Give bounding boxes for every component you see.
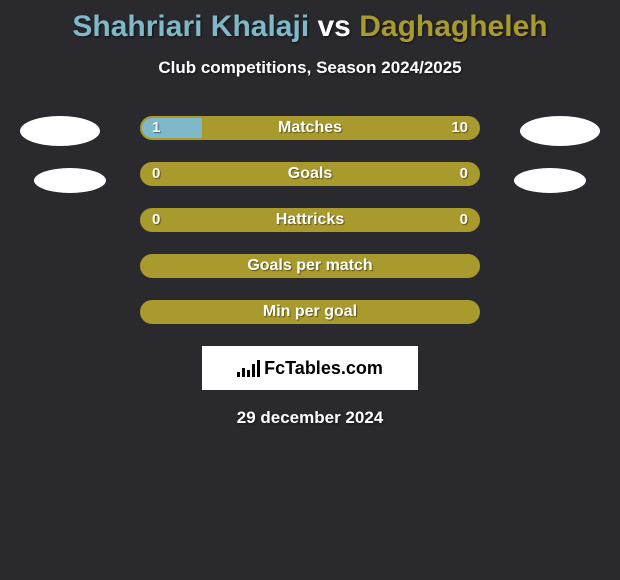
stats-bars: 110Matches 00Goals 00Hattricks Goals per ma… bbox=[140, 116, 480, 324]
logo: FcTables.com bbox=[237, 358, 383, 379]
player2-name: Daghagheleh bbox=[359, 10, 547, 43]
vs-word: vs bbox=[318, 10, 351, 43]
player1-avatar bbox=[20, 116, 100, 146]
player1-avatar-shadow bbox=[34, 168, 106, 193]
avatar-row: 110Matches 00Goals 00Hattricks Goals per ma… bbox=[0, 116, 620, 324]
stat-bar: 00Hattricks bbox=[140, 208, 480, 232]
logo-text: FcTables.com bbox=[264, 358, 383, 379]
stat-bar: Goals per match bbox=[140, 254, 480, 278]
stat-label: Hattricks bbox=[142, 210, 478, 230]
stat-bar: 00Goals bbox=[140, 162, 480, 186]
stat-bar: Min per goal bbox=[140, 300, 480, 324]
stat-label: Goals per match bbox=[142, 256, 478, 276]
subtitle: Club competitions, Season 2024/2025 bbox=[0, 58, 620, 78]
player1-name: Shahriari Khalaji bbox=[72, 10, 309, 43]
logo-chart-icon bbox=[237, 359, 260, 377]
player2-avatar bbox=[520, 116, 600, 146]
stat-label: Goals bbox=[142, 164, 478, 184]
comparison-title: Shahriari Khalaji vs Daghagheleh bbox=[0, 0, 620, 44]
stat-label: Min per goal bbox=[142, 302, 478, 322]
stat-bar: 110Matches bbox=[140, 116, 480, 140]
logo-box: FcTables.com bbox=[202, 346, 418, 390]
stat-label: Matches bbox=[142, 118, 478, 138]
player2-avatar-shadow bbox=[514, 168, 586, 193]
date-line: 29 december 2024 bbox=[0, 408, 620, 428]
